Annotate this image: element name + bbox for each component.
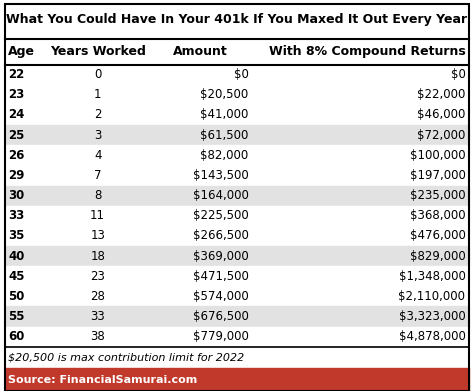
Bar bbox=[5, 246, 469, 266]
Text: $4,878,000: $4,878,000 bbox=[399, 330, 465, 343]
Bar bbox=[5, 105, 469, 125]
Text: $2,110,000: $2,110,000 bbox=[399, 290, 465, 303]
Bar bbox=[5, 65, 469, 85]
Text: 18: 18 bbox=[90, 249, 105, 263]
Text: $82,000: $82,000 bbox=[201, 149, 248, 162]
Text: $779,000: $779,000 bbox=[193, 330, 248, 343]
Text: 38: 38 bbox=[90, 330, 105, 343]
Bar bbox=[5, 85, 469, 105]
Text: $61,500: $61,500 bbox=[200, 129, 248, 142]
Text: With 8% Compound Returns: With 8% Compound Returns bbox=[269, 45, 465, 58]
Text: 29: 29 bbox=[8, 169, 25, 182]
Text: 23: 23 bbox=[8, 88, 24, 101]
Text: 3: 3 bbox=[94, 129, 101, 142]
Text: $829,000: $829,000 bbox=[410, 249, 465, 263]
Text: $235,000: $235,000 bbox=[410, 189, 465, 202]
Bar bbox=[5, 326, 469, 347]
Text: 1: 1 bbox=[94, 88, 101, 101]
Text: Years Worked: Years Worked bbox=[50, 45, 146, 58]
Text: $0: $0 bbox=[451, 68, 465, 81]
Text: 40: 40 bbox=[8, 249, 25, 263]
Text: $369,000: $369,000 bbox=[193, 249, 248, 263]
Text: 33: 33 bbox=[90, 310, 105, 323]
Bar bbox=[5, 4, 469, 39]
Text: $164,000: $164,000 bbox=[193, 189, 248, 202]
Text: $22,000: $22,000 bbox=[417, 88, 465, 101]
Text: $0: $0 bbox=[234, 68, 248, 81]
Text: 50: 50 bbox=[8, 290, 25, 303]
Text: 13: 13 bbox=[90, 230, 105, 242]
Text: 26: 26 bbox=[8, 149, 25, 162]
Text: $41,000: $41,000 bbox=[200, 108, 248, 122]
Text: 45: 45 bbox=[8, 270, 25, 283]
Bar bbox=[5, 266, 469, 286]
Text: What You Could Have In Your 401k If You Maxed It Out Every Year: What You Could Have In Your 401k If You … bbox=[7, 13, 467, 26]
Text: 23: 23 bbox=[90, 270, 105, 283]
Text: 30: 30 bbox=[8, 189, 24, 202]
Text: Age: Age bbox=[8, 45, 35, 58]
Bar bbox=[5, 165, 469, 185]
Text: Amount: Amount bbox=[173, 45, 227, 58]
Text: $471,500: $471,500 bbox=[193, 270, 248, 283]
Text: Source: FinancialSamurai.com: Source: FinancialSamurai.com bbox=[8, 375, 197, 385]
Bar bbox=[5, 226, 469, 246]
Text: $476,000: $476,000 bbox=[410, 230, 465, 242]
Text: $46,000: $46,000 bbox=[417, 108, 465, 122]
Text: $100,000: $100,000 bbox=[410, 149, 465, 162]
Text: 22: 22 bbox=[8, 68, 24, 81]
Text: $143,500: $143,500 bbox=[193, 169, 248, 182]
Bar bbox=[5, 347, 469, 368]
Text: 8: 8 bbox=[94, 189, 101, 202]
Text: 2: 2 bbox=[94, 108, 101, 122]
Text: $266,500: $266,500 bbox=[193, 230, 248, 242]
Bar bbox=[5, 286, 469, 307]
Text: $1,348,000: $1,348,000 bbox=[399, 270, 465, 283]
Text: 35: 35 bbox=[8, 230, 25, 242]
Text: $368,000: $368,000 bbox=[410, 209, 465, 222]
Bar bbox=[5, 145, 469, 165]
Bar bbox=[5, 307, 469, 326]
Text: 7: 7 bbox=[94, 169, 101, 182]
Text: $225,500: $225,500 bbox=[193, 209, 248, 222]
Bar bbox=[5, 368, 469, 391]
Text: $197,000: $197,000 bbox=[410, 169, 465, 182]
Text: 25: 25 bbox=[8, 129, 25, 142]
Text: 4: 4 bbox=[94, 149, 101, 162]
Text: $20,500: $20,500 bbox=[201, 88, 248, 101]
Bar bbox=[5, 125, 469, 145]
Text: $20,500 is max contribution limit for 2022: $20,500 is max contribution limit for 20… bbox=[8, 353, 244, 362]
Text: 33: 33 bbox=[8, 209, 24, 222]
Text: $72,000: $72,000 bbox=[417, 129, 465, 142]
Text: $676,500: $676,500 bbox=[193, 310, 248, 323]
Text: 28: 28 bbox=[90, 290, 105, 303]
Text: $574,000: $574,000 bbox=[193, 290, 248, 303]
Text: 11: 11 bbox=[90, 209, 105, 222]
Text: 24: 24 bbox=[8, 108, 25, 122]
Text: 55: 55 bbox=[8, 310, 25, 323]
Text: 60: 60 bbox=[8, 330, 25, 343]
Bar bbox=[5, 206, 469, 226]
Bar bbox=[5, 185, 469, 206]
Bar bbox=[5, 39, 469, 65]
Text: $3,323,000: $3,323,000 bbox=[399, 310, 465, 323]
Text: 0: 0 bbox=[94, 68, 101, 81]
